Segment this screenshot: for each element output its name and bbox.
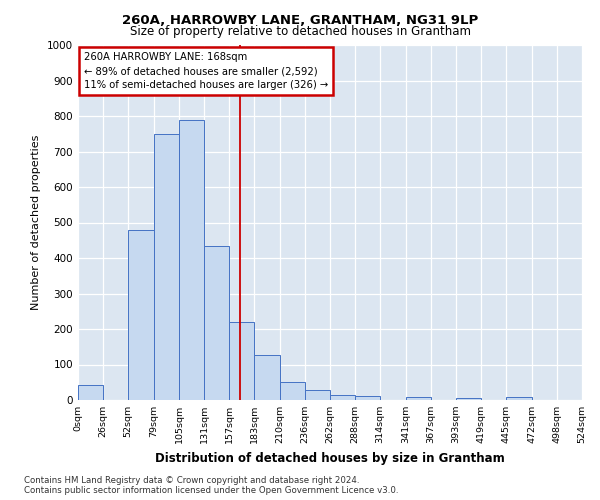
Bar	[154, 134, 179, 400]
Bar	[254, 355, 280, 400]
Bar	[204, 246, 229, 400]
Bar	[355, 396, 380, 400]
Bar	[229, 322, 254, 400]
Bar	[179, 120, 204, 400]
Bar	[128, 230, 154, 400]
Bar	[305, 390, 330, 400]
Text: 260A HARROWBY LANE: 168sqm
← 89% of detached houses are smaller (2,592)
11% of s: 260A HARROWBY LANE: 168sqm ← 89% of deta…	[84, 52, 328, 90]
Text: Size of property relative to detached houses in Grantham: Size of property relative to detached ho…	[130, 25, 470, 38]
Bar	[280, 382, 305, 400]
X-axis label: Distribution of detached houses by size in Grantham: Distribution of detached houses by size …	[155, 452, 505, 464]
Text: Contains HM Land Registry data © Crown copyright and database right 2024.
Contai: Contains HM Land Registry data © Crown c…	[24, 476, 398, 495]
Bar	[506, 397, 532, 400]
Bar	[330, 394, 355, 400]
Bar	[406, 397, 431, 400]
Y-axis label: Number of detached properties: Number of detached properties	[31, 135, 41, 310]
Bar	[456, 398, 481, 400]
Text: 260A, HARROWBY LANE, GRANTHAM, NG31 9LP: 260A, HARROWBY LANE, GRANTHAM, NG31 9LP	[122, 14, 478, 27]
Bar	[78, 385, 103, 400]
